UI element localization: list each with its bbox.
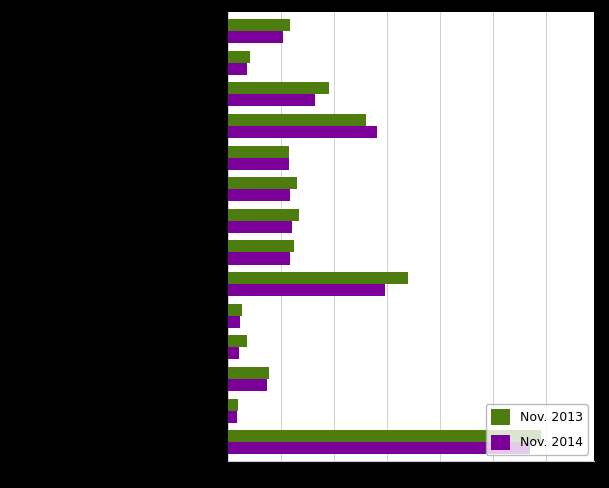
Bar — [228, 114, 366, 126]
Bar — [228, 126, 376, 138]
Bar — [228, 189, 290, 201]
Bar — [228, 316, 240, 328]
Bar — [228, 221, 292, 233]
Bar — [228, 410, 237, 423]
Bar — [228, 284, 385, 296]
Bar — [228, 31, 283, 43]
Bar — [228, 209, 300, 221]
Bar — [228, 145, 289, 158]
Bar — [228, 241, 294, 252]
Bar — [228, 367, 269, 379]
Bar — [228, 304, 242, 316]
Legend: Nov. 2013, Nov. 2014: Nov. 2013, Nov. 2014 — [486, 405, 588, 455]
Bar — [228, 430, 541, 442]
Bar — [228, 63, 247, 75]
Bar — [228, 177, 297, 189]
Bar — [228, 19, 290, 31]
Bar — [228, 335, 247, 347]
Bar — [228, 94, 315, 106]
Bar — [228, 272, 409, 284]
Bar — [228, 379, 267, 391]
Bar — [228, 82, 329, 94]
Bar — [228, 51, 250, 63]
Bar — [228, 442, 530, 454]
Bar — [228, 399, 238, 410]
Bar — [228, 347, 239, 359]
Bar — [228, 252, 290, 264]
Bar — [228, 158, 289, 170]
